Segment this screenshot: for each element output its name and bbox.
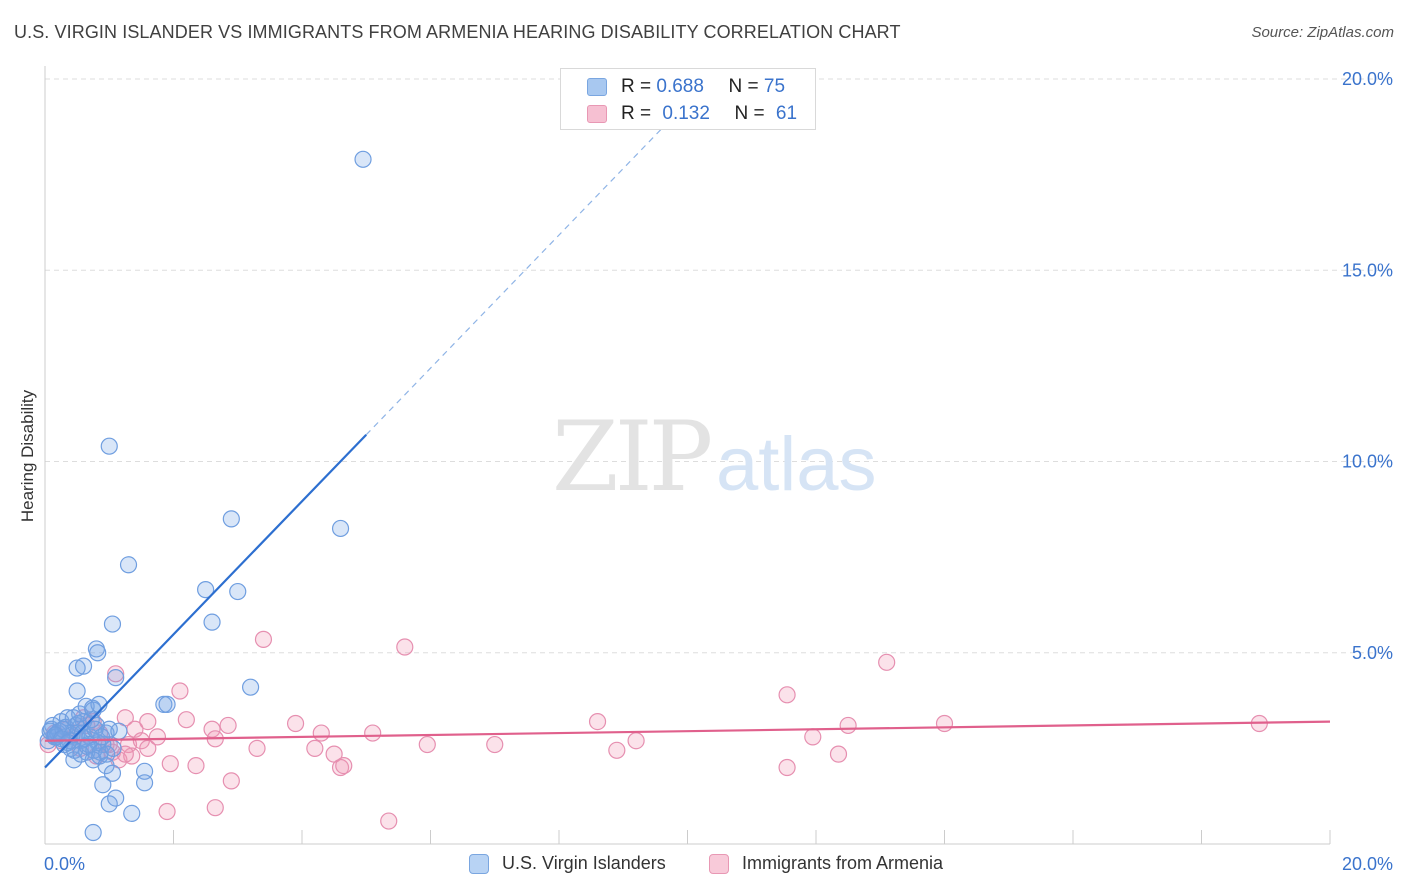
armenia-point — [158, 802, 176, 821]
armenia-point — [627, 732, 645, 750]
watermark-zip: ZIP — [552, 401, 711, 513]
legend-swatch-blue — [587, 78, 607, 96]
virgin-islander-point — [158, 695, 176, 713]
virgin-islander-point — [222, 510, 240, 528]
virgin-islander-point — [135, 774, 154, 792]
armenia-point — [608, 741, 626, 759]
trend-lines — [44, 101, 1331, 769]
legend-swatch-pink — [709, 854, 729, 874]
virgin-islander-trend-line — [44, 433, 368, 769]
armenia-point — [829, 745, 848, 763]
y-tick-label: 5.0% — [1352, 643, 1393, 663]
virgin-islander-point — [65, 751, 83, 769]
legend-r-label: R = — [621, 103, 652, 124]
virgin-islander-point — [103, 615, 122, 633]
virgin-islander-point — [197, 581, 215, 599]
watermark: ZIP atlas — [552, 401, 877, 513]
legend-swatch-pink — [587, 105, 607, 123]
armenia-point — [148, 728, 167, 746]
armenia-point — [286, 714, 305, 733]
armenia-point — [187, 756, 205, 775]
virgin-islander-point — [104, 739, 122, 757]
armenia-point — [254, 630, 273, 648]
legend-swatch-blue — [469, 854, 489, 874]
virgin-islander-point — [331, 519, 350, 538]
armenia-point — [312, 724, 330, 742]
armenia-point — [588, 712, 607, 731]
x-tick-label: 0.0% — [44, 854, 85, 874]
virgin-islander-point — [68, 659, 86, 677]
legend-n-label: N = — [728, 76, 759, 97]
armenia-point — [161, 755, 179, 773]
legend-r-value: 0.132 — [662, 103, 710, 124]
legend-n-label: N = — [734, 103, 765, 124]
virgin-islander-point — [110, 722, 128, 740]
legend-r-label: R = — [621, 76, 652, 97]
source-attribution: Source: ZipAtlas.com — [1251, 24, 1394, 41]
correlation-legend: R = 0.688 N = 75 R = 0.132 N = 61 — [560, 68, 816, 130]
series-legend: U.S. Virgin Islanders Immigrants from Ar… — [0, 852, 1406, 876]
virgin-islander-point — [68, 682, 86, 700]
armenia-point — [219, 716, 237, 735]
virgin-islander-point — [84, 823, 102, 842]
virgin-islander-point — [89, 644, 107, 662]
virgin-islander-point — [74, 657, 93, 675]
virgin-islander-point — [123, 804, 141, 823]
armenia-point — [123, 747, 141, 765]
y-tick-label: 15.0% — [1342, 260, 1393, 280]
armenia-point — [306, 739, 324, 757]
armenia-point — [222, 772, 240, 790]
virgin-islander-point — [100, 795, 118, 813]
legend-label: Immigrants from Armenia — [742, 853, 944, 873]
virgin-islander-point — [203, 613, 221, 631]
armenia-point — [139, 712, 157, 731]
virgin-islander-point — [77, 697, 95, 715]
y-tick-label: 10.0% — [1342, 452, 1393, 472]
armenia-point — [839, 716, 857, 735]
armenia-point — [778, 758, 796, 777]
grid-lines — [45, 78, 1390, 654]
virgin-islander-point — [94, 776, 112, 794]
armenia-points — [39, 630, 1268, 830]
armenia-point — [804, 728, 822, 746]
armenia-point — [364, 724, 382, 742]
armenia-point — [248, 739, 266, 757]
tick-labels: 5.0% 10.0% 15.0% 20.0% 0.0% 20.0% — [44, 69, 1393, 874]
armenia-point — [396, 638, 414, 656]
armenia-point — [878, 653, 896, 671]
y-axis-label: Hearing Disability — [18, 389, 37, 523]
chart-title: U.S. VIRGIN ISLANDER VS IMMIGRANTS FROM … — [14, 22, 901, 42]
virgin-islander-point — [242, 678, 260, 696]
virgin-islander-trend-extension — [365, 101, 688, 436]
armenia-point — [177, 711, 195, 729]
axes — [44, 66, 1331, 845]
legend-n-value: 75 — [763, 76, 786, 97]
virgin-islander-point — [354, 150, 372, 168]
armenia-trend-line — [44, 720, 1331, 742]
virgin-islander-point — [229, 582, 247, 601]
armenia-point — [171, 682, 189, 700]
armenia-point — [935, 714, 954, 733]
armenia-point — [335, 756, 353, 775]
armenia-point — [206, 799, 224, 817]
y-tick-label: 20.0% — [1342, 69, 1393, 89]
armenia-point — [107, 665, 125, 683]
armenia-point — [418, 735, 436, 754]
x-tick-label: 20.0% — [1342, 854, 1393, 874]
virgin-islander-point — [119, 556, 138, 574]
virgin-islander-point — [107, 789, 125, 807]
virgin-islander-point — [107, 669, 125, 687]
armenia-point — [139, 739, 157, 757]
armenia-point — [778, 686, 796, 704]
legend-r-value: 0.688 — [656, 76, 704, 97]
legend-n-value: 61 — [775, 103, 798, 124]
armenia-point — [380, 812, 398, 830]
virgin-islander-point — [100, 437, 118, 455]
legend-label: U.S. Virgin Islanders — [502, 853, 666, 873]
virgin-islander-point — [85, 741, 103, 759]
virgin-islander-point — [103, 764, 122, 782]
armenia-point — [486, 735, 504, 754]
watermark-atlas: atlas — [716, 422, 877, 507]
